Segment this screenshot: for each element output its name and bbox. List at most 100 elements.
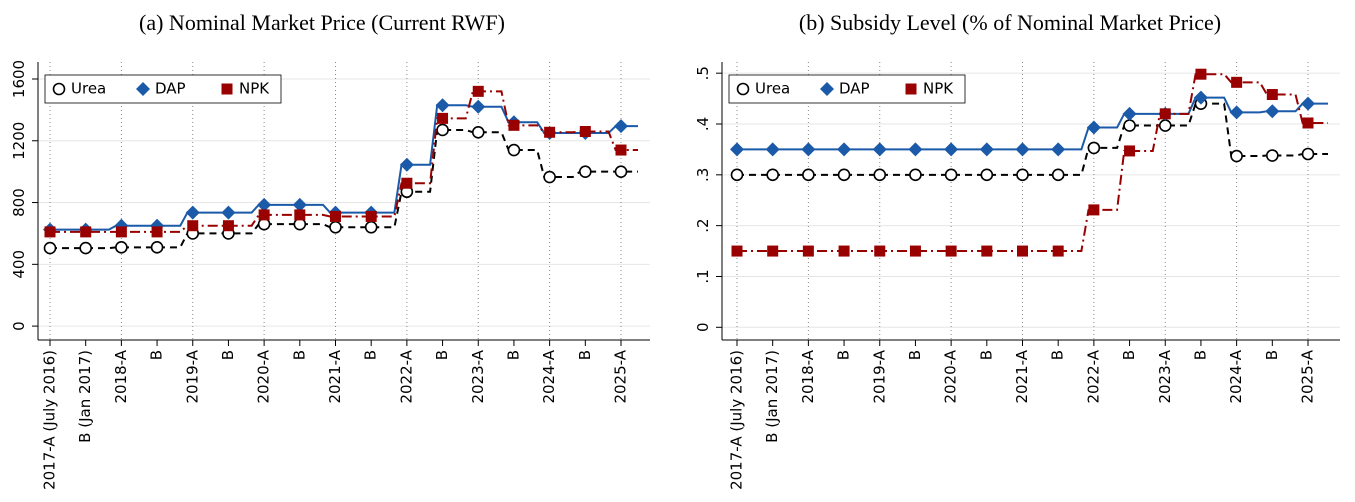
marker xyxy=(872,142,887,157)
y-tick-label: 400 xyxy=(10,250,28,279)
marker xyxy=(767,245,779,257)
marker xyxy=(43,241,57,255)
legend-label: Urea xyxy=(71,80,106,98)
marker xyxy=(1229,105,1244,120)
marker xyxy=(1159,108,1171,120)
marker xyxy=(1016,168,1029,182)
marker xyxy=(79,241,92,255)
x-tick-label: 2017-A (July 2016) xyxy=(728,350,746,490)
marker xyxy=(980,168,994,182)
marker xyxy=(1230,149,1243,163)
marker xyxy=(945,245,957,257)
marker xyxy=(1266,149,1279,162)
x-tick-label: 2017-A (July 2016) xyxy=(41,350,59,490)
marker xyxy=(837,142,852,157)
marker xyxy=(874,245,886,257)
marker xyxy=(905,83,917,95)
x-tick-label: B xyxy=(433,350,451,360)
legend-box xyxy=(44,74,282,104)
y-tick-label: .5 xyxy=(694,66,712,80)
marker xyxy=(1193,90,1208,105)
legend-label: Urea xyxy=(755,80,790,98)
marker xyxy=(330,210,341,222)
marker xyxy=(258,209,270,221)
marker xyxy=(1302,117,1314,129)
marker xyxy=(222,220,234,232)
marker xyxy=(435,98,450,113)
marker xyxy=(1301,96,1315,111)
marker xyxy=(1301,147,1315,161)
marker xyxy=(364,220,378,234)
marker xyxy=(802,168,815,182)
marker xyxy=(909,168,922,182)
marker xyxy=(136,82,150,96)
marker xyxy=(614,119,628,134)
marker xyxy=(436,123,449,137)
marker xyxy=(801,142,816,157)
legend-label: DAP xyxy=(155,80,186,98)
marker xyxy=(1265,104,1280,119)
y-tick-label: .1 xyxy=(694,269,712,283)
marker xyxy=(615,144,627,156)
x-tick-label: B xyxy=(977,350,995,360)
marker xyxy=(1015,142,1030,157)
x-tick-label: 2024-A xyxy=(540,349,558,403)
marker xyxy=(1051,142,1066,157)
marker xyxy=(1122,106,1137,121)
x-tick-label: 2023-A xyxy=(469,349,487,403)
x-tick-label: 2020-A xyxy=(942,349,960,403)
marker xyxy=(185,205,200,220)
marker xyxy=(508,119,520,131)
x-tick-label: 2021-A xyxy=(326,349,344,403)
marker xyxy=(736,82,750,96)
marker xyxy=(437,112,449,124)
marker xyxy=(730,142,744,157)
marker xyxy=(944,168,958,182)
x-tick-label: 2019-A xyxy=(183,349,201,403)
marker xyxy=(52,82,66,96)
y-tick-label: 0 xyxy=(694,323,712,333)
marker xyxy=(731,245,743,257)
x-tick-label: 2019-A xyxy=(870,349,888,403)
marker xyxy=(543,170,556,184)
marker xyxy=(1051,168,1065,182)
marker xyxy=(873,168,887,182)
x-tick-label: B (Jan 2017) xyxy=(763,350,781,443)
marker xyxy=(908,142,923,157)
y-tick-label: 0 xyxy=(10,321,28,331)
marker xyxy=(1088,204,1100,216)
marker xyxy=(365,210,377,222)
marker xyxy=(1052,245,1064,257)
x-tick-label: B xyxy=(906,350,924,360)
marker xyxy=(471,99,486,114)
marker xyxy=(766,168,779,182)
marker xyxy=(820,82,834,96)
x-tick-label: 2025-A xyxy=(612,349,630,403)
y-tick-label: .4 xyxy=(694,117,712,131)
x-tick-label: B xyxy=(1263,350,1281,360)
x-tick-label: 2022-A xyxy=(1084,349,1102,403)
marker xyxy=(1195,68,1207,80)
marker xyxy=(471,125,485,139)
marker xyxy=(80,226,92,238)
x-tick-label: 2021-A xyxy=(1013,349,1031,403)
marker xyxy=(838,245,850,257)
marker xyxy=(151,226,163,238)
x-tick-label: B xyxy=(290,350,308,360)
y-tick-label: .3 xyxy=(694,168,712,182)
marker xyxy=(150,241,164,254)
x-tick-label: B xyxy=(219,350,237,360)
legend-box xyxy=(728,74,966,104)
x-tick-label: 2018-A xyxy=(799,349,817,403)
x-tick-label: B xyxy=(362,350,380,360)
chart-title: (b) Subsidy Level (% of Nominal Market P… xyxy=(799,10,1221,35)
marker xyxy=(1123,119,1136,132)
legend-label: NPK xyxy=(923,80,954,98)
marker xyxy=(1158,119,1172,132)
x-tick-label: 2024-A xyxy=(1227,349,1245,403)
marker xyxy=(579,126,591,137)
marker xyxy=(1231,76,1243,88)
marker xyxy=(730,168,744,182)
marker xyxy=(979,142,994,157)
